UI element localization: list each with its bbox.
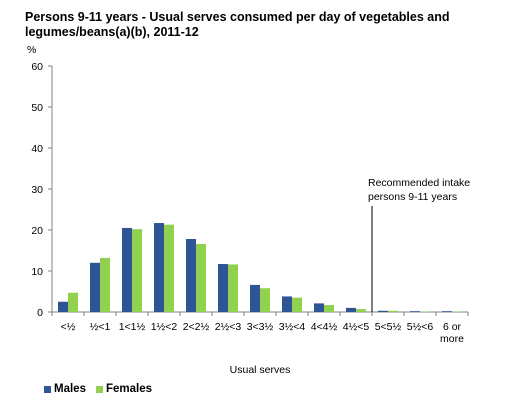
bar-males <box>90 262 100 312</box>
legend-swatch-males <box>44 385 51 393</box>
bar-males <box>154 223 164 312</box>
bar-males <box>122 227 132 312</box>
bar-females <box>196 243 206 312</box>
x-tick-label: ½<1 <box>90 321 111 333</box>
x-tick-label: more <box>440 333 464 345</box>
y-tick-label: 0 <box>37 307 43 319</box>
x-tick-label: <½ <box>61 321 76 333</box>
x-tick-label: 3<3½ <box>247 321 274 333</box>
bar-males <box>442 311 452 312</box>
legend-label-males: Males <box>54 383 86 395</box>
y-tick-label: 60 <box>31 61 43 73</box>
y-tick-label: 10 <box>31 266 43 278</box>
bar-males <box>186 239 196 312</box>
bar-females <box>132 229 142 312</box>
recommended-intake-label: Recommended intake <box>368 177 470 189</box>
y-axis-label: % <box>27 44 36 56</box>
x-axis-label: Usual serves <box>230 364 291 376</box>
x-tick-label: 5<5½ <box>375 321 402 333</box>
bar-females <box>388 310 398 312</box>
bar-males <box>218 264 228 312</box>
bar-females <box>356 309 366 312</box>
y-tick-label: 50 <box>31 102 43 114</box>
bar-females <box>100 257 110 312</box>
bar-males <box>58 301 68 312</box>
chart-bars <box>58 223 462 312</box>
x-tick-label: 2<2½ <box>183 321 210 333</box>
bar-males <box>378 310 388 312</box>
chart-title: Persons 9-11 years - Usual serves consum… <box>25 10 450 39</box>
x-tick-label: 5½<6 <box>407 321 434 333</box>
legend-swatch-females <box>95 385 103 393</box>
bar-males <box>314 303 324 312</box>
y-tick-label: 30 <box>31 184 43 196</box>
bar-females <box>260 288 270 312</box>
y-tick-label: 20 <box>31 225 43 237</box>
y-tick-label: 40 <box>31 143 43 155</box>
legend-item-females: Females <box>95 383 152 395</box>
bar-males <box>346 307 356 312</box>
legend: Males Females <box>44 383 152 395</box>
bar-females <box>324 305 334 312</box>
x-tick-label: 6 or <box>443 321 462 333</box>
legend-label-females: Females <box>105 383 152 395</box>
bar-males <box>410 311 420 312</box>
bar-males <box>250 284 260 312</box>
x-tick-label: 4½<5 <box>343 321 370 333</box>
x-tick-label: 1<1½ <box>119 321 146 333</box>
bar-females <box>164 224 174 312</box>
x-tick-label: 2½<3 <box>215 321 242 333</box>
bar-females <box>68 292 78 312</box>
bar-females <box>292 297 302 312</box>
x-tick-label: 1½<2 <box>151 321 178 333</box>
bar-females <box>228 264 238 312</box>
x-tick-label: 4<4½ <box>311 321 338 333</box>
x-tick-label: 3½<4 <box>279 321 306 333</box>
bar-males <box>282 296 292 312</box>
chart-labels: 0 10 20 30 40 50 60% <½ ½<1 1<1½ 1½<2 2<2½ 2½<3 3<3½ 3… <box>27 44 470 376</box>
recommended-intake-label: persons 9-11 years <box>368 191 457 203</box>
legend-item-males: Males <box>44 383 86 395</box>
